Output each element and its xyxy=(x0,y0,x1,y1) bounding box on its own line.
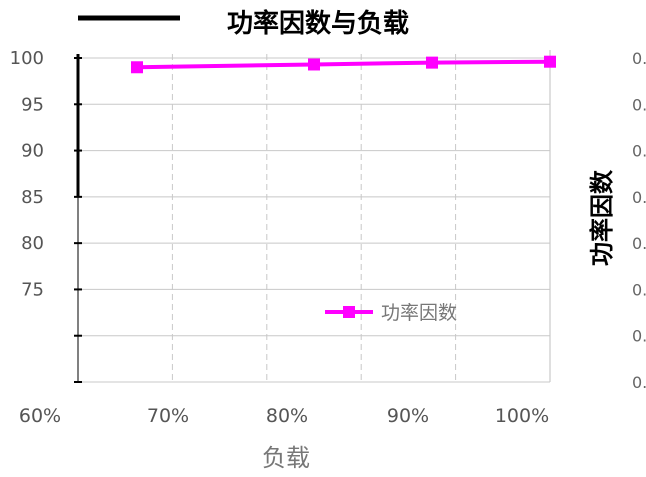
x-tick-label: 100% xyxy=(495,405,549,427)
y-tick-label-right: 0. xyxy=(632,49,646,68)
series-line xyxy=(136,59,551,70)
data-point xyxy=(426,56,438,69)
x-tick-label: 60% xyxy=(19,405,61,427)
series xyxy=(131,55,556,74)
data-point xyxy=(131,61,143,74)
data-point xyxy=(308,58,320,71)
chart-title: 功率因数与负载 xyxy=(227,8,409,39)
y-tick-label-right: 0. xyxy=(632,280,646,299)
y-tick-label-right: 0. xyxy=(632,142,646,161)
y-tick-label-right: 0.6 xyxy=(632,327,646,346)
y-tick-label-left: 90 xyxy=(21,141,44,162)
y-tick-label-left: 95 xyxy=(21,94,44,115)
y-tick-label-left: 100 xyxy=(10,48,44,69)
grid xyxy=(78,50,551,383)
x-tick-label: 90% xyxy=(387,405,429,427)
legend-label: 功率因数 xyxy=(381,302,457,324)
y-tick-label-right: 0. xyxy=(632,188,646,207)
data-point xyxy=(544,55,556,68)
y-tick-label-right: 0. xyxy=(632,95,646,114)
legend: 功率因数 xyxy=(325,302,457,324)
y-tick-label-left: 85 xyxy=(21,187,44,208)
y-axis-label-right: 功率因数 xyxy=(588,169,616,266)
y-tick-label-left: 75 xyxy=(21,279,44,300)
y-tick-label-right: 0.6 xyxy=(632,373,646,392)
x-tick-label: 70% xyxy=(147,405,189,427)
axes xyxy=(74,54,82,383)
labels: 75 80 85 90 95 100 0.6 0.6 0. 0. 0. 0. 0. 0. 60% 70% 80%… xyxy=(10,8,646,472)
x-axis-label: 负载 xyxy=(262,444,310,472)
y-tick-label-left: 80 xyxy=(21,233,44,254)
y-tick-label-right: 0. xyxy=(632,234,646,253)
legend-marker xyxy=(343,306,355,318)
x-tick-label: 80% xyxy=(266,405,308,427)
